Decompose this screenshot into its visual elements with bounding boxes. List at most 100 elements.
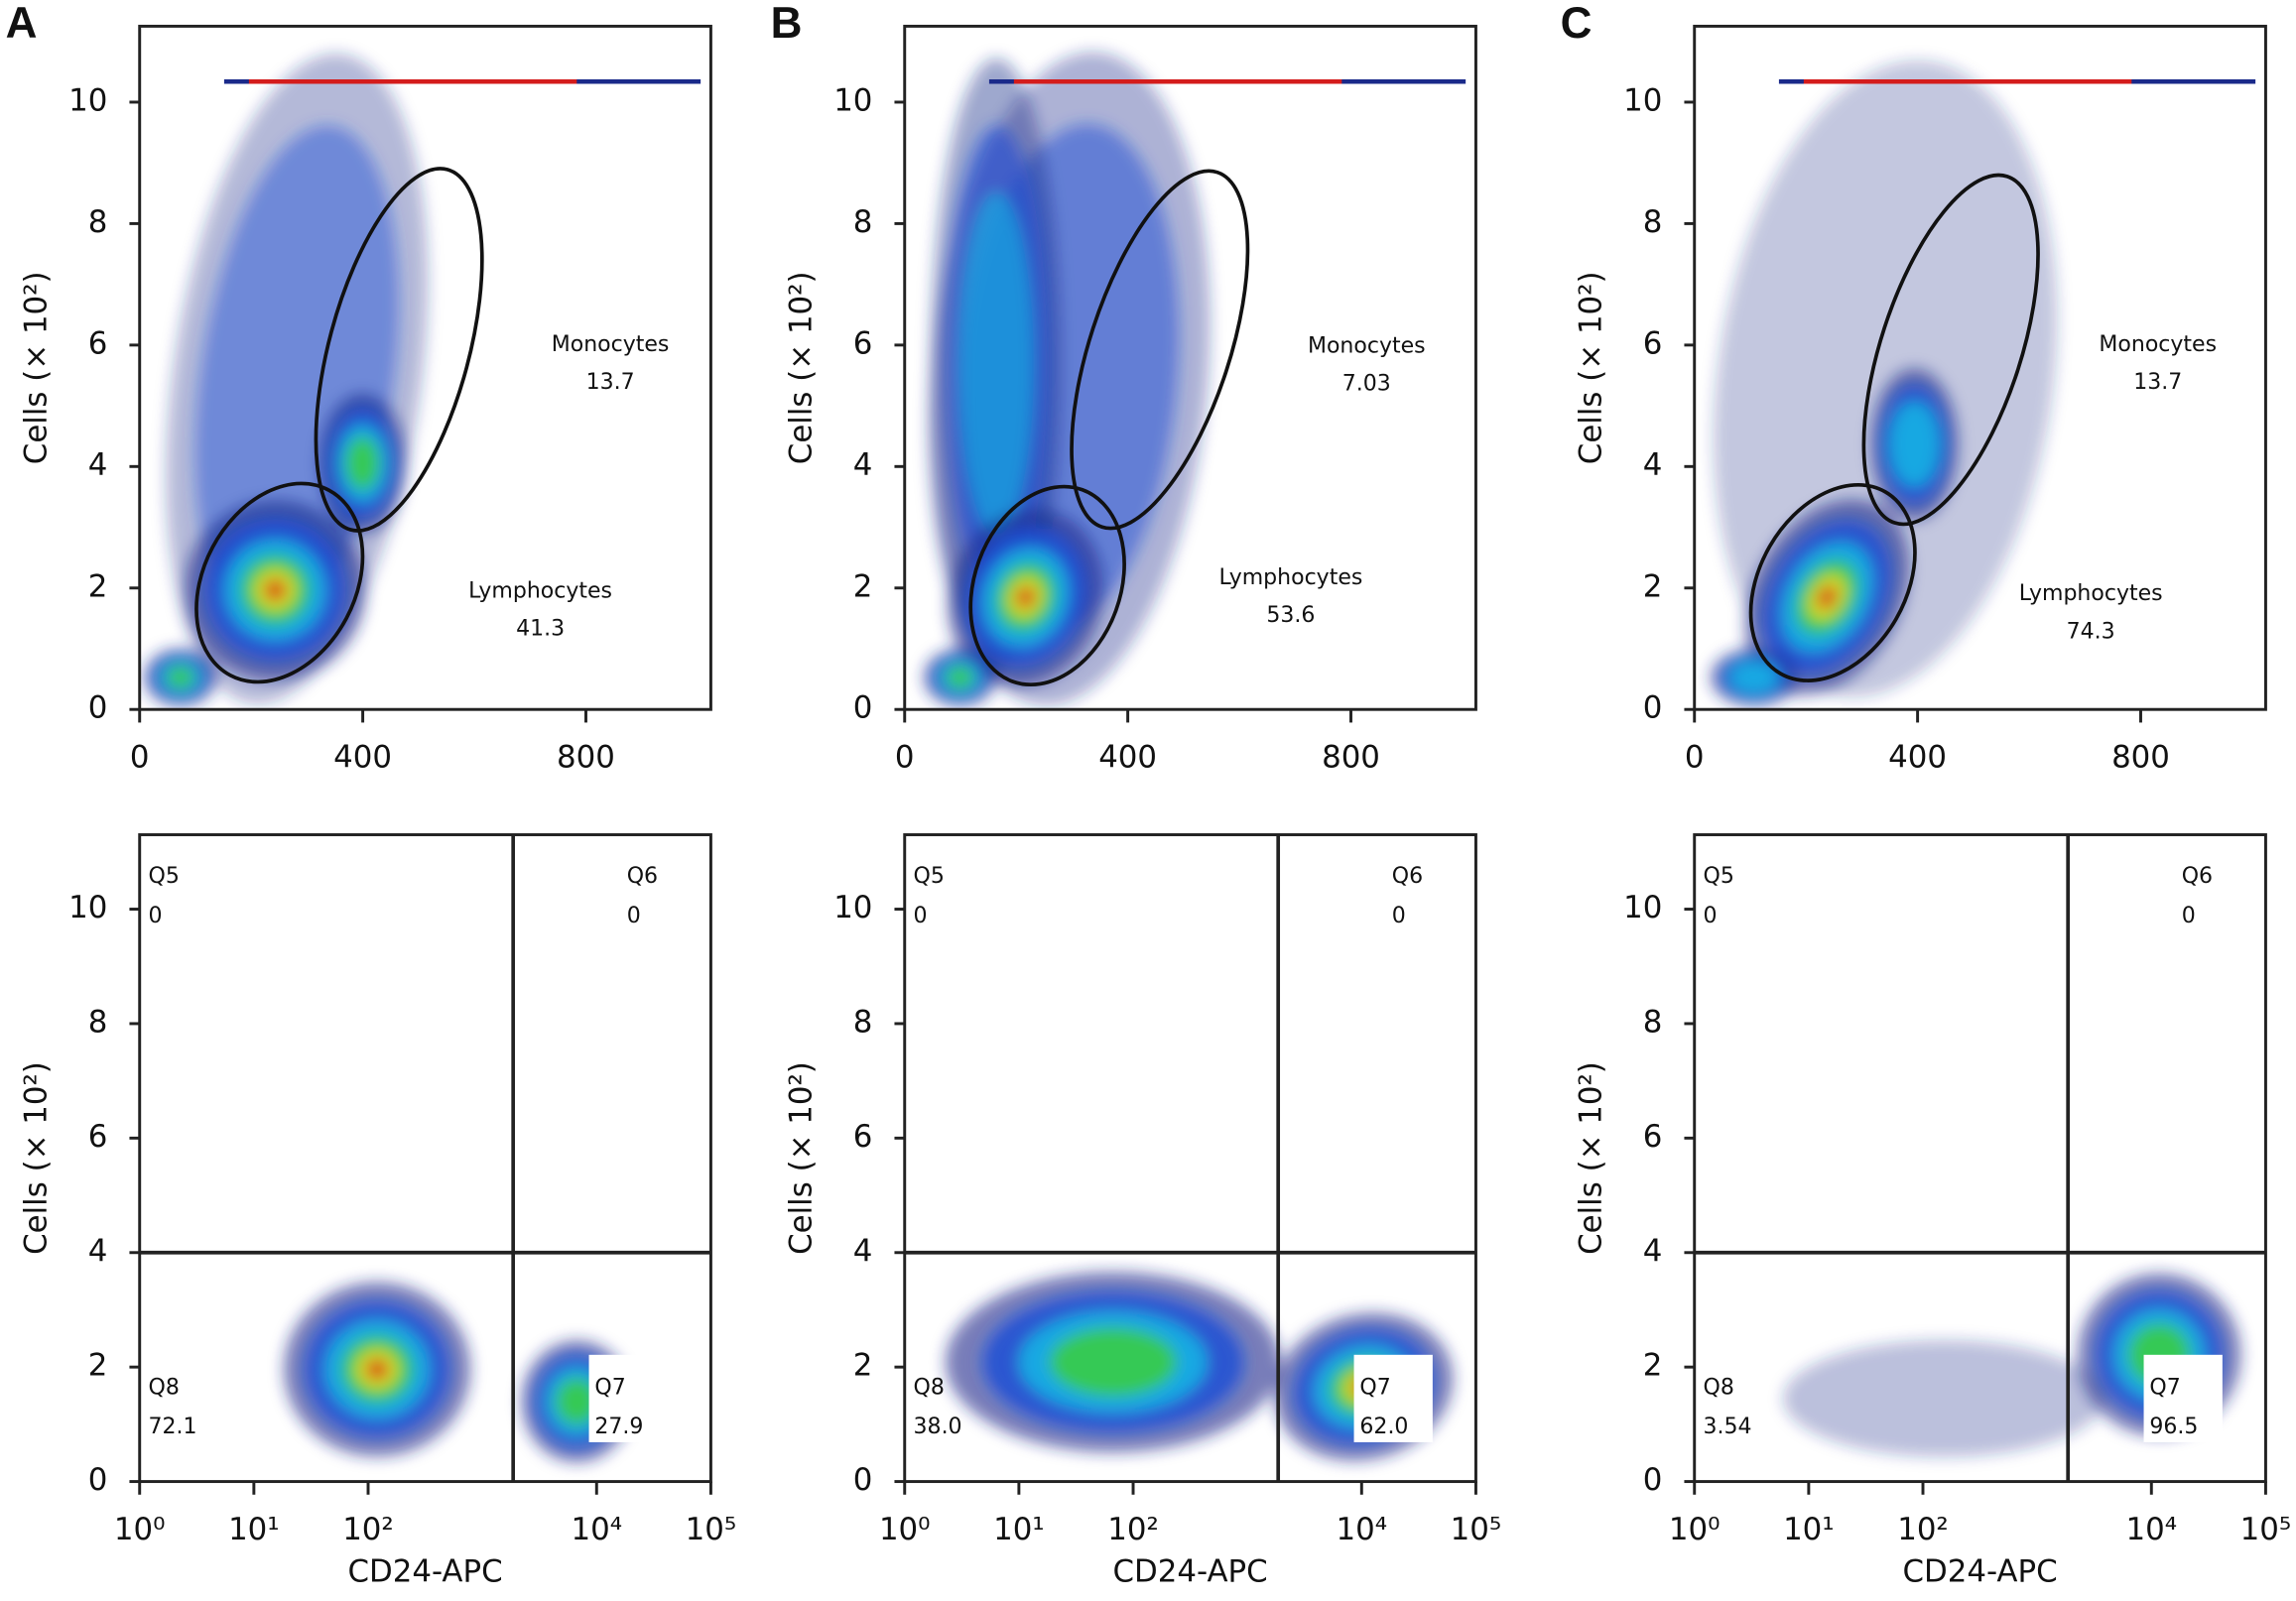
y-tick-label: 4 (1643, 447, 1663, 483)
quadrant-name: Q5 (149, 864, 180, 889)
gate-value: 41.3 (516, 616, 565, 641)
x-tick-label: 10² (1897, 1512, 1949, 1547)
y-tick-label: 10 (68, 890, 107, 925)
label-box (1353, 1354, 1433, 1442)
quadrant-name: Q7 (594, 1376, 625, 1401)
gate-value: 74.3 (2067, 619, 2115, 644)
x-tick-label: 10⁵ (686, 1512, 737, 1547)
y-tick-label: 2 (853, 568, 873, 604)
quadrant-name: Q6 (1392, 864, 1423, 889)
density-cloud (144, 54, 429, 707)
quadrant-name: Q7 (2149, 1376, 2180, 1401)
x-axis-label: CD24-APC (1113, 1554, 1268, 1590)
x-tick-label: 10⁴ (1337, 1512, 1388, 1547)
plot-frame (138, 833, 712, 1484)
quadrant-value: 0 (2182, 904, 2196, 928)
gate-name: Lymphocytes (2019, 581, 2163, 606)
density-level (1889, 402, 1940, 487)
y-tick-label: 8 (88, 1004, 108, 1040)
y-tick-label: 10 (833, 82, 872, 118)
y-tick-label: 0 (1643, 690, 1663, 726)
gate-value: 7.03 (1342, 372, 1391, 397)
gate (1748, 482, 1917, 682)
quadrant-value: 0 (1392, 904, 1406, 928)
plot: 0 2 4 6 8 10 10⁰ 10¹ 10² 10⁴ 10⁵ Cells (× 10²) CD24-… (1573, 833, 2292, 1590)
plot: 0 2 4 6 8 10 0 400 800 Cells (× 10²) A Monocytes 13.… (6, 0, 712, 776)
quadrant-name: Q8 (149, 1376, 180, 1401)
quadrant-name: Q8 (1704, 1376, 1734, 1401)
y-tick-label: 10 (1623, 890, 1662, 925)
density-level (959, 192, 1034, 536)
x-tick-label: 10¹ (993, 1512, 1045, 1547)
x-tick-label: 10⁰ (1669, 1512, 1721, 1547)
y-tick-label: 2 (853, 1348, 873, 1384)
y-tick-label: 0 (1643, 1462, 1663, 1498)
y-tick-label: 6 (853, 1119, 873, 1155)
y-tick-label: 0 (853, 690, 873, 726)
x-tick-label: 10¹ (1783, 1512, 1835, 1547)
density-level (345, 436, 380, 490)
y-axis-label: Cells (× 10²) (783, 1061, 819, 1255)
x-tick-label: 400 (333, 740, 392, 776)
density-level (1817, 585, 1838, 609)
quadrant-name: Q6 (2182, 864, 2213, 889)
y-tick-label: 6 (88, 325, 108, 361)
y-tick-label: 6 (853, 325, 873, 361)
y-tick-label: 8 (88, 204, 108, 240)
x-tick-label: 10⁵ (2240, 1512, 2292, 1547)
x-tick-label: 10⁰ (879, 1512, 931, 1547)
x-tick-label: 800 (2111, 740, 2170, 776)
y-tick-label: 2 (1643, 568, 1663, 604)
panel-label: C (1561, 0, 1593, 48)
gate-value: 13.7 (2133, 370, 2182, 395)
density-level (1049, 1327, 1177, 1397)
density-level (264, 578, 287, 601)
density-cloud (1710, 61, 2058, 707)
density-level (1783, 1340, 2105, 1457)
plot-frame (1693, 833, 2267, 1484)
quadrant-value: 0 (627, 904, 641, 928)
x-tick-label: 0 (895, 740, 915, 776)
x-tick-label: 10² (1107, 1512, 1159, 1547)
y-tick-label: 4 (853, 1233, 873, 1269)
plot-frame (1693, 24, 2267, 711)
quadrant-name: Q5 (1704, 864, 1734, 889)
gate (194, 481, 365, 684)
gate-name: Monocytes (1308, 334, 1426, 359)
density-cloud (923, 52, 1211, 707)
y-axis-label: Cells (× 10²) (1573, 271, 1608, 464)
y-tick-label: 0 (88, 690, 108, 726)
gate-value: 13.7 (586, 370, 635, 395)
y-tick-label: 6 (1643, 1119, 1663, 1155)
y-tick-label: 10 (833, 890, 872, 925)
x-tick-label: 10² (342, 1512, 394, 1547)
x-tick-label: 10⁴ (571, 1512, 622, 1547)
plot-frame (138, 24, 712, 711)
gate-value: 53.6 (1266, 603, 1315, 628)
quadrant-value: 62.0 (1359, 1415, 1408, 1439)
y-tick-label: 10 (68, 82, 107, 118)
x-tick-label: 0 (1685, 740, 1705, 776)
y-tick-label: 0 (88, 1462, 108, 1498)
y-tick-label: 2 (88, 568, 108, 604)
x-tick-label: 400 (1888, 740, 1947, 776)
gate (968, 484, 1126, 687)
quadrant-value: 38.0 (914, 1415, 962, 1439)
plot: 0 2 4 6 8 10 0 400 800 Cells (× 10²) B Monocytes 7.0… (771, 0, 1477, 776)
y-tick-label: 8 (853, 1004, 873, 1040)
density-level (1016, 586, 1036, 608)
x-tick-label: 10¹ (228, 1512, 280, 1547)
density-level (166, 666, 194, 689)
gate-name: Monocytes (2099, 332, 2217, 357)
gate (1070, 169, 1250, 531)
quadrant-value: 0 (149, 904, 163, 928)
x-tick-label: 10⁰ (114, 1512, 166, 1547)
x-axis-label: CD24-APC (347, 1554, 502, 1590)
y-tick-label: 8 (853, 204, 873, 240)
y-tick-label: 6 (1643, 325, 1663, 361)
y-tick-label: 4 (853, 447, 873, 483)
y-tick-label: 2 (1643, 1348, 1663, 1384)
density-level (556, 1378, 598, 1425)
plot: 0 2 4 6 8 10 0 400 800 Cells (× 10²) C Monocytes 13.… (1561, 0, 2267, 776)
